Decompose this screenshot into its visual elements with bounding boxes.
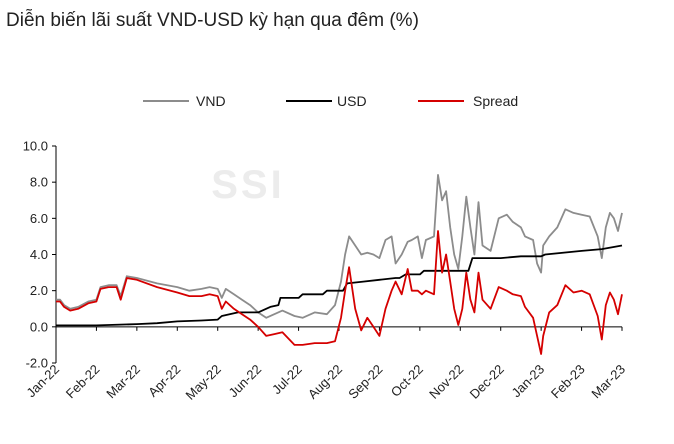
y-tick-label: 2.0 — [30, 283, 48, 298]
watermark-text: SSI — [211, 163, 284, 207]
chart-title: Diễn biến lãi suất VND-USD kỳ hạn qua đê… — [6, 10, 419, 31]
x-tick-label: Feb-23 — [548, 362, 588, 402]
x-tick-label: Jan-23 — [509, 362, 548, 401]
series-line-vnd — [56, 174, 623, 319]
legend-label-usd: USD — [337, 93, 367, 109]
x-tick-label: Jul-22 — [269, 362, 305, 398]
x-tick-label: Sep-22 — [345, 362, 385, 402]
y-tick-label: 8.0 — [30, 175, 48, 190]
legend-label-vnd: VND — [196, 93, 226, 109]
y-tick-label: 0.0 — [30, 319, 48, 334]
x-tick-label: Apr-22 — [145, 362, 183, 400]
x-tick-label: Oct-22 — [388, 362, 426, 400]
x-tick-label: Feb-22 — [63, 362, 103, 402]
series-line-usd — [56, 244, 623, 327]
y-tick-label: 10.0 — [23, 139, 48, 154]
x-tick-label: Mar-22 — [103, 362, 143, 402]
x-tick-label: Dec-22 — [467, 362, 507, 402]
series-line-spread — [56, 230, 623, 355]
x-tick-label: Aug-22 — [305, 362, 345, 402]
x-tick-label: May-22 — [183, 362, 224, 403]
series-layer — [56, 174, 623, 355]
legend: VND USD Spread — [143, 93, 518, 109]
x-tick-label: Nov-22 — [426, 362, 466, 402]
legend-label-spread: Spread — [473, 93, 518, 109]
y-tick-label: 6.0 — [30, 211, 48, 226]
x-tick-label: Jun-22 — [226, 362, 265, 401]
y-tick-label: 4.0 — [30, 247, 48, 262]
x-tick-label: Mar-23 — [588, 362, 628, 402]
y-tick-label: -2.0 — [26, 356, 48, 371]
